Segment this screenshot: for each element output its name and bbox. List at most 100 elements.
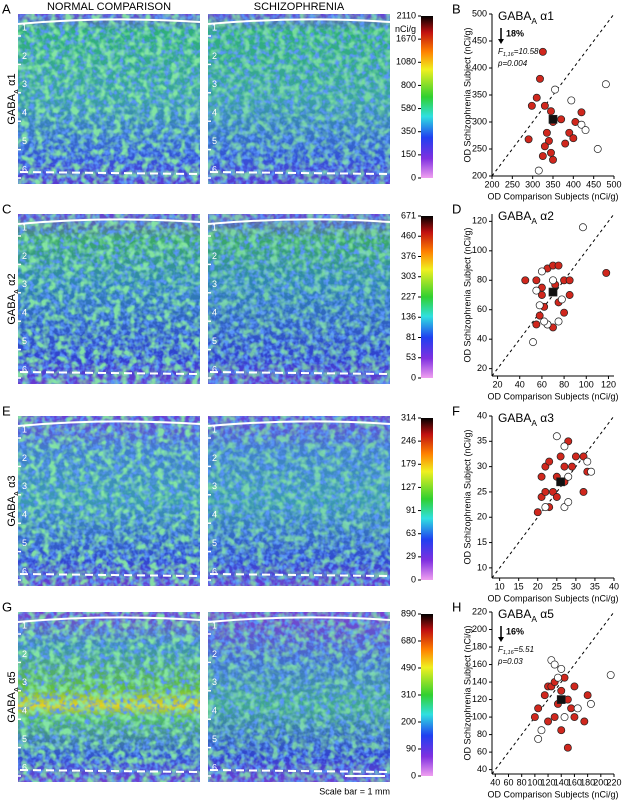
chart-title-main: GABA — [498, 9, 531, 23]
point — [586, 699, 595, 708]
point — [538, 47, 547, 56]
x-tick-label: 60 — [503, 777, 513, 787]
layer-label: 4 — [22, 308, 27, 318]
y-tick-label: 350 — [472, 89, 487, 99]
x-tick-label: 100 — [579, 379, 594, 389]
y-tick-label: 100 — [472, 245, 487, 255]
colorbar-tick-label: 1670 — [396, 34, 416, 44]
mean-marker — [556, 695, 566, 704]
point — [532, 93, 541, 102]
colorbar — [421, 216, 433, 378]
layer-label: 1 — [212, 222, 217, 232]
y-tick-label: 500 — [472, 8, 487, 18]
point — [565, 276, 574, 285]
layer-label: 6 — [22, 364, 27, 374]
y-tick-label: 120 — [472, 216, 487, 226]
layer-label: 1 — [212, 620, 217, 630]
y-axis-label: OD Schizophrenia Subject (nCi/g) — [462, 27, 472, 162]
panel-letter: A — [2, 1, 11, 16]
point — [537, 267, 546, 276]
point — [578, 223, 587, 232]
layer-label: 2 — [212, 51, 217, 61]
x-tick-label: 200 — [484, 179, 499, 189]
layer-label: 2 — [212, 453, 217, 463]
autoradiograph-texture — [18, 612, 200, 782]
point — [533, 508, 542, 517]
point — [560, 462, 569, 471]
colorbar-tick-label: 0 — [411, 172, 416, 182]
change-label: 18% — [506, 28, 524, 38]
y-tick-label: 140 — [472, 676, 487, 686]
column-header: NORMAL COMPARISON — [47, 1, 171, 13]
point — [554, 261, 563, 270]
point — [579, 487, 588, 496]
layer-label: 3 — [22, 677, 27, 687]
layer-label: 5 — [22, 538, 27, 548]
point — [565, 128, 574, 137]
x-tick-label: 400 — [566, 179, 581, 189]
point — [556, 452, 565, 461]
y-tick-label: 15 — [477, 537, 487, 547]
autoradiograph-texture — [208, 214, 390, 384]
layer-label: 1 — [22, 222, 27, 232]
point — [553, 673, 562, 682]
point — [550, 713, 559, 722]
chart-title-sub: A — [531, 418, 537, 428]
y-tick-label: 60 — [477, 304, 487, 314]
x-tick-label: 100 — [527, 777, 542, 787]
point — [570, 713, 579, 722]
change-arrow-head — [498, 39, 504, 44]
row-label-suffix: α5 — [6, 671, 18, 687]
layer-label: 4 — [22, 108, 27, 118]
point — [560, 713, 569, 722]
layer-label: 6 — [22, 164, 27, 174]
x-axis-label: OD Comparison Subjects (nCi/g) — [487, 789, 618, 799]
layer-label: 4 — [22, 510, 27, 520]
colorbar-tick-label: 179 — [401, 459, 416, 469]
x-tick-label: 120 — [601, 379, 616, 389]
colorbar-unit: nCi/g — [395, 24, 416, 34]
x-tick-label: 40 — [490, 777, 500, 787]
layer-label: 3 — [22, 279, 27, 289]
layer-label: 1 — [212, 22, 217, 32]
colorbar-tick-label: 1080 — [396, 57, 416, 67]
layer-label: 1 — [22, 620, 27, 630]
identity-line — [491, 13, 615, 177]
layer-label: 6 — [22, 762, 27, 772]
layer-label: 5 — [212, 136, 217, 146]
p-label: p=0.03 — [497, 657, 523, 666]
autoradiograph-texture — [18, 416, 200, 586]
pial-surface — [17, 420, 201, 427]
point — [537, 472, 546, 481]
x-tick-label: 500 — [606, 179, 621, 189]
colorbar-tick-label: 90 — [406, 743, 416, 753]
layer-label: 6 — [212, 164, 217, 174]
x-tick-label: 200 — [593, 777, 608, 787]
row-label-suffix: α2 — [6, 273, 18, 289]
point — [602, 268, 611, 277]
point — [554, 317, 563, 326]
colorbar-tick-label: 460 — [401, 231, 416, 241]
layer-label: 1 — [212, 424, 217, 434]
point — [561, 139, 570, 148]
point — [606, 671, 615, 679]
stat-label-suffix: =10.58 — [514, 47, 539, 56]
layer-label: 1 — [22, 22, 27, 32]
x-tick-label: 180 — [580, 777, 595, 787]
layer-label: 2 — [212, 649, 217, 659]
colorbar-tick-label: 0 — [411, 574, 416, 584]
point — [537, 291, 546, 299]
y-tick-label: 450 — [472, 35, 487, 45]
row-label-sub: A — [12, 288, 21, 294]
point — [564, 498, 573, 507]
y-tick-label: 30 — [477, 461, 487, 471]
colorbar-tick-label: 29 — [406, 551, 416, 561]
row-label-sub: A — [12, 686, 21, 692]
row-label-suffix: α3 — [6, 475, 18, 491]
scale-bar-label: Scale bar = 1 mm — [319, 786, 390, 796]
colorbar — [421, 418, 433, 580]
panel-letter: H — [452, 599, 461, 614]
white-matter-border — [19, 573, 199, 577]
x-axis-label: OD Comparison Subjects (nCi/g) — [487, 391, 618, 401]
